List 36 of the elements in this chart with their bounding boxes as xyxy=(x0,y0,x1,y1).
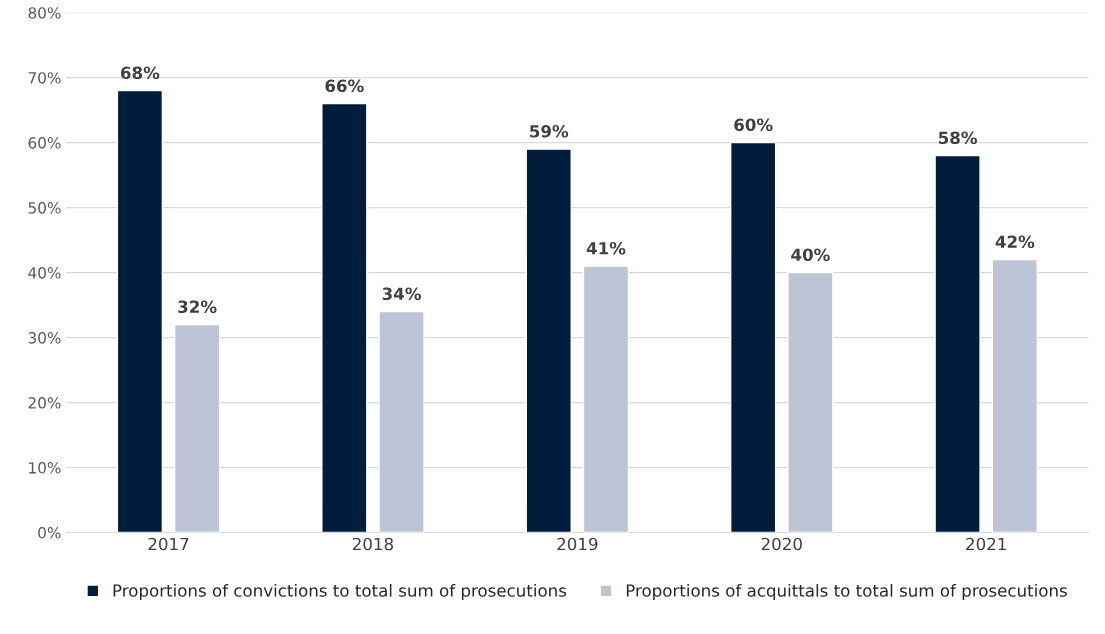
bar xyxy=(525,148,572,533)
data-label: 42% xyxy=(995,235,1035,249)
y-tick-label: 50% xyxy=(28,202,61,214)
x-tick-label: 2019 xyxy=(557,537,598,551)
legend-label: Proportions of acquittals to total sum of prosecutions xyxy=(626,583,1067,601)
data-label: 40% xyxy=(791,248,830,262)
bar xyxy=(116,89,164,533)
bar xyxy=(582,265,630,533)
bar xyxy=(787,271,834,533)
y-tick-label: 40% xyxy=(28,267,61,279)
legend-label: Proportions of convictions to total sum of prosecutions xyxy=(113,583,567,601)
y-tick-label: 30% xyxy=(28,332,61,344)
bar xyxy=(729,141,777,533)
data-label: 68% xyxy=(120,66,160,80)
bar xyxy=(173,323,221,533)
data-label: 34% xyxy=(382,287,421,301)
y-tick-label: 60% xyxy=(28,137,61,149)
y-tick-label: 80% xyxy=(28,7,61,19)
data-label: 41% xyxy=(586,241,626,255)
bar xyxy=(378,310,425,533)
data-label: 32% xyxy=(178,300,217,314)
data-label: 59% xyxy=(530,124,569,138)
x-tick-label: 2017 xyxy=(148,537,189,551)
x-tick-label: 2018 xyxy=(352,537,393,551)
data-label: 60% xyxy=(734,118,773,132)
data-label: 66% xyxy=(325,79,364,93)
y-tick-label: 10% xyxy=(29,462,61,474)
y-tick-label: 70% xyxy=(28,72,61,84)
x-tick-label: 2020 xyxy=(761,537,802,551)
bar xyxy=(321,102,368,533)
bar xyxy=(991,258,1039,533)
y-tick-label: 20% xyxy=(28,397,61,409)
x-tick-label: 2021 xyxy=(966,537,1006,551)
bar xyxy=(934,154,981,533)
data-label: 58% xyxy=(938,131,978,145)
y-tick-label: 0% xyxy=(38,527,61,539)
